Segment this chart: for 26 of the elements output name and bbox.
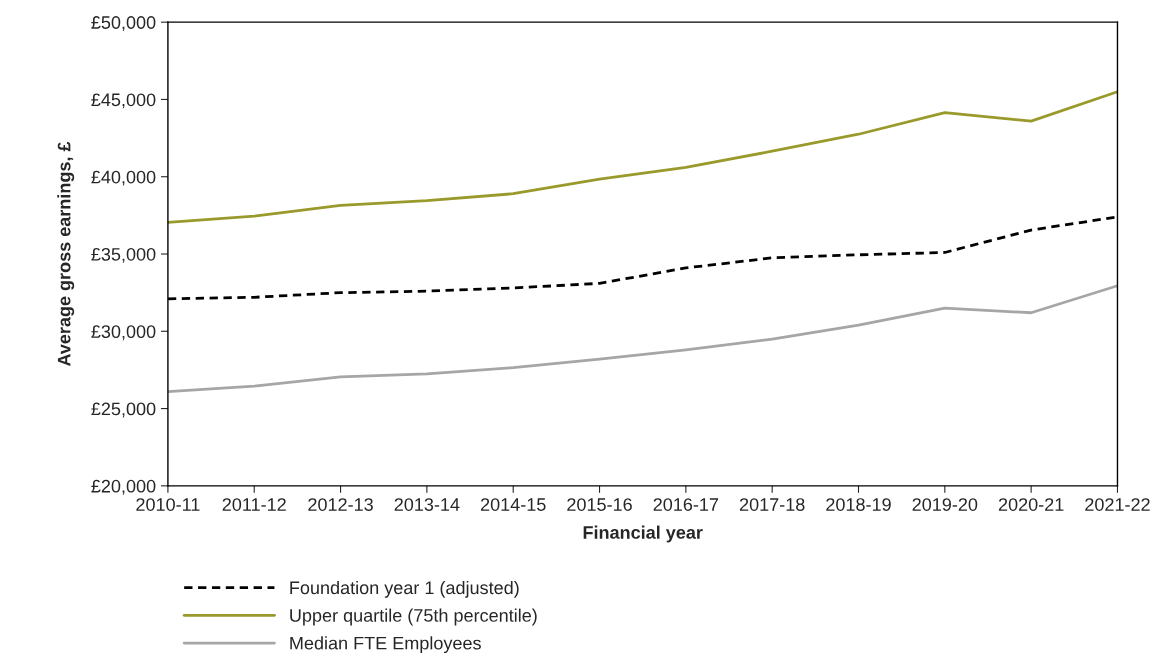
legend-label: Upper quartile (75th percentile) xyxy=(290,608,537,626)
x-tick-label: 2016-17 xyxy=(653,498,719,511)
x-tick-label: 2011-12 xyxy=(222,498,286,511)
x-tick-label: 2013-14 xyxy=(394,498,460,511)
y-tick-label: £50,000 xyxy=(91,16,156,32)
legend-label: Median FTE Employees xyxy=(290,636,481,654)
y-axis-title: Average gross earnings, £ xyxy=(57,141,75,367)
x-tick-label: 2014-15 xyxy=(480,498,546,511)
line-series xyxy=(167,90,1118,224)
x-tick-label: 2019-20 xyxy=(912,498,978,511)
y-tick-label: £40,000 xyxy=(91,170,156,186)
y-tick-label: £45,000 xyxy=(91,93,156,109)
y-tick-label: £30,000 xyxy=(91,325,156,341)
y-tick-label: £25,000 xyxy=(91,402,156,418)
y-tick-label: £20,000 xyxy=(91,479,156,495)
x-tick-label: 2020-21 xyxy=(998,498,1064,511)
legend-label: Foundation year 1 (adjusted) xyxy=(290,580,519,598)
x-tick-label: 2017-18 xyxy=(739,498,805,511)
x-axis-title: Financial year xyxy=(583,525,703,543)
line-series xyxy=(167,284,1118,393)
x-tick-label: 2021-22 xyxy=(1085,498,1150,511)
x-tick-label: 2018-19 xyxy=(826,498,891,511)
x-tick-label: 2010-11 xyxy=(136,498,200,511)
x-tick-label: 2015-16 xyxy=(567,498,632,511)
x-tick-label: 2012-13 xyxy=(308,498,373,511)
y-tick-label: £35,000 xyxy=(91,247,156,263)
